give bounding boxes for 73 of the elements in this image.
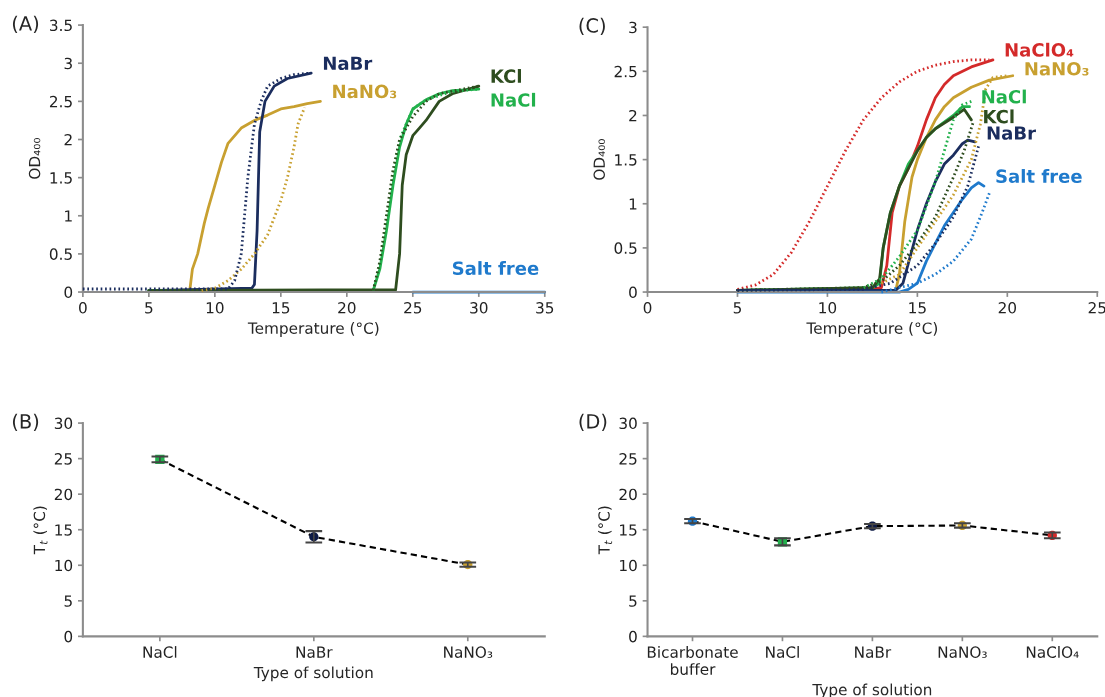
x-tick-label: 20 [338, 302, 356, 314]
x-axis-title: Temperature (°C) [806, 322, 938, 337]
y-tick-label: 15 [55, 524, 72, 536]
y-tick-label: 2 [629, 109, 637, 122]
y-tick-label: 0 [64, 630, 73, 643]
x-tick-label: Bicarbonate buffer [647, 646, 738, 676]
y-tick-label: 30 [54, 417, 73, 430]
y-tick-label: 3.5 [50, 19, 72, 32]
y-tick-label: 2.5 [49, 95, 72, 108]
x-tick-label: NaNO₃ [444, 646, 493, 658]
y-tick-label: 0.5 [614, 242, 637, 254]
series-label: NaCl [491, 92, 536, 107]
x-axis-title: Temperature (°C) [247, 322, 379, 337]
y-axis-title: OD₄₀₀ [28, 138, 41, 179]
y-tick-label: 25 [54, 453, 72, 465]
y-tick-label: 1 [65, 210, 72, 222]
y-axis-title: T$_{t}$ (°C) [33, 506, 48, 555]
x-tick-label: 10 [819, 302, 837, 314]
y-tick-label: 25 [619, 453, 637, 465]
chart-title: (C) [579, 17, 605, 36]
y-tick-label: 15 [620, 524, 637, 536]
x-tick-label: 0 [79, 302, 87, 314]
y-axis-title: T$_{t}$ (°C) [598, 506, 613, 555]
y-tick-label: 0 [64, 286, 73, 299]
chart-title: (D) [579, 413, 607, 432]
y-tick-label: 1.5 [615, 154, 637, 166]
x-tick-label: 20 [998, 302, 1017, 314]
y-tick-label: 1.5 [50, 172, 72, 184]
y-tick-label: 20 [54, 488, 73, 501]
y-tick-label: 30 [619, 417, 637, 430]
x-tick-label: NaNO₃ [938, 646, 987, 658]
x-tick-label: NaBr [855, 646, 892, 658]
y-tick-label: 10 [55, 559, 73, 572]
series-label: NaNO₃ [333, 84, 397, 99]
x-tick-label: NaBr [296, 646, 333, 658]
y-tick-label: 0.5 [49, 248, 72, 260]
y-tick-label: 2.5 [614, 65, 637, 78]
chart-title: (A) [12, 15, 39, 34]
y-tick-label: 20 [619, 488, 637, 501]
y-tick-label: 2 [64, 133, 72, 146]
series-label: NaClO₄ [1005, 42, 1074, 57]
y-tick-label: 1 [629, 198, 637, 210]
x-tick-label: 25 [404, 302, 422, 314]
x-tick-label: 25 [1088, 302, 1105, 314]
x-tick-label: 15 [272, 302, 290, 314]
x-tick-label: 30 [470, 302, 488, 314]
y-tick-label: 5 [629, 595, 637, 607]
x-tick-label: NaCl [143, 646, 177, 658]
x-tick-label: 5 [145, 302, 153, 314]
series-label: Salt free [996, 169, 1082, 183]
x-tick-label: 10 [206, 302, 224, 314]
y-tick-label: 3 [64, 57, 72, 70]
series-label: NaBr [987, 126, 1036, 140]
series-label: KCl [491, 69, 521, 84]
series-label: Salt free [452, 261, 539, 276]
x-axis-title: Type of solution [253, 666, 373, 682]
x-tick-label: 0 [643, 302, 652, 314]
x-tick-label: NaCl [766, 646, 799, 658]
y-tick-label: 5 [64, 595, 72, 607]
y-tick-label: 3 [629, 21, 637, 34]
series-label: NaNO₃ [1025, 61, 1089, 76]
series-label: NaBr [323, 56, 373, 71]
y-tick-label: 0 [629, 286, 637, 299]
y-tick-label: 10 [620, 559, 637, 572]
y-tick-label: 0 [629, 630, 637, 643]
x-tick-label: NaClO₄ [1026, 646, 1079, 658]
x-tick-label: 35 [536, 302, 554, 314]
x-tick-label: 5 [733, 302, 741, 314]
series-label: NaCl [982, 89, 1026, 104]
chart-title: (B) [12, 413, 39, 432]
series-label: KCl [984, 109, 1014, 124]
y-axis-title: OD₄₀₀ [593, 139, 605, 180]
x-tick-label: 15 [909, 302, 926, 314]
